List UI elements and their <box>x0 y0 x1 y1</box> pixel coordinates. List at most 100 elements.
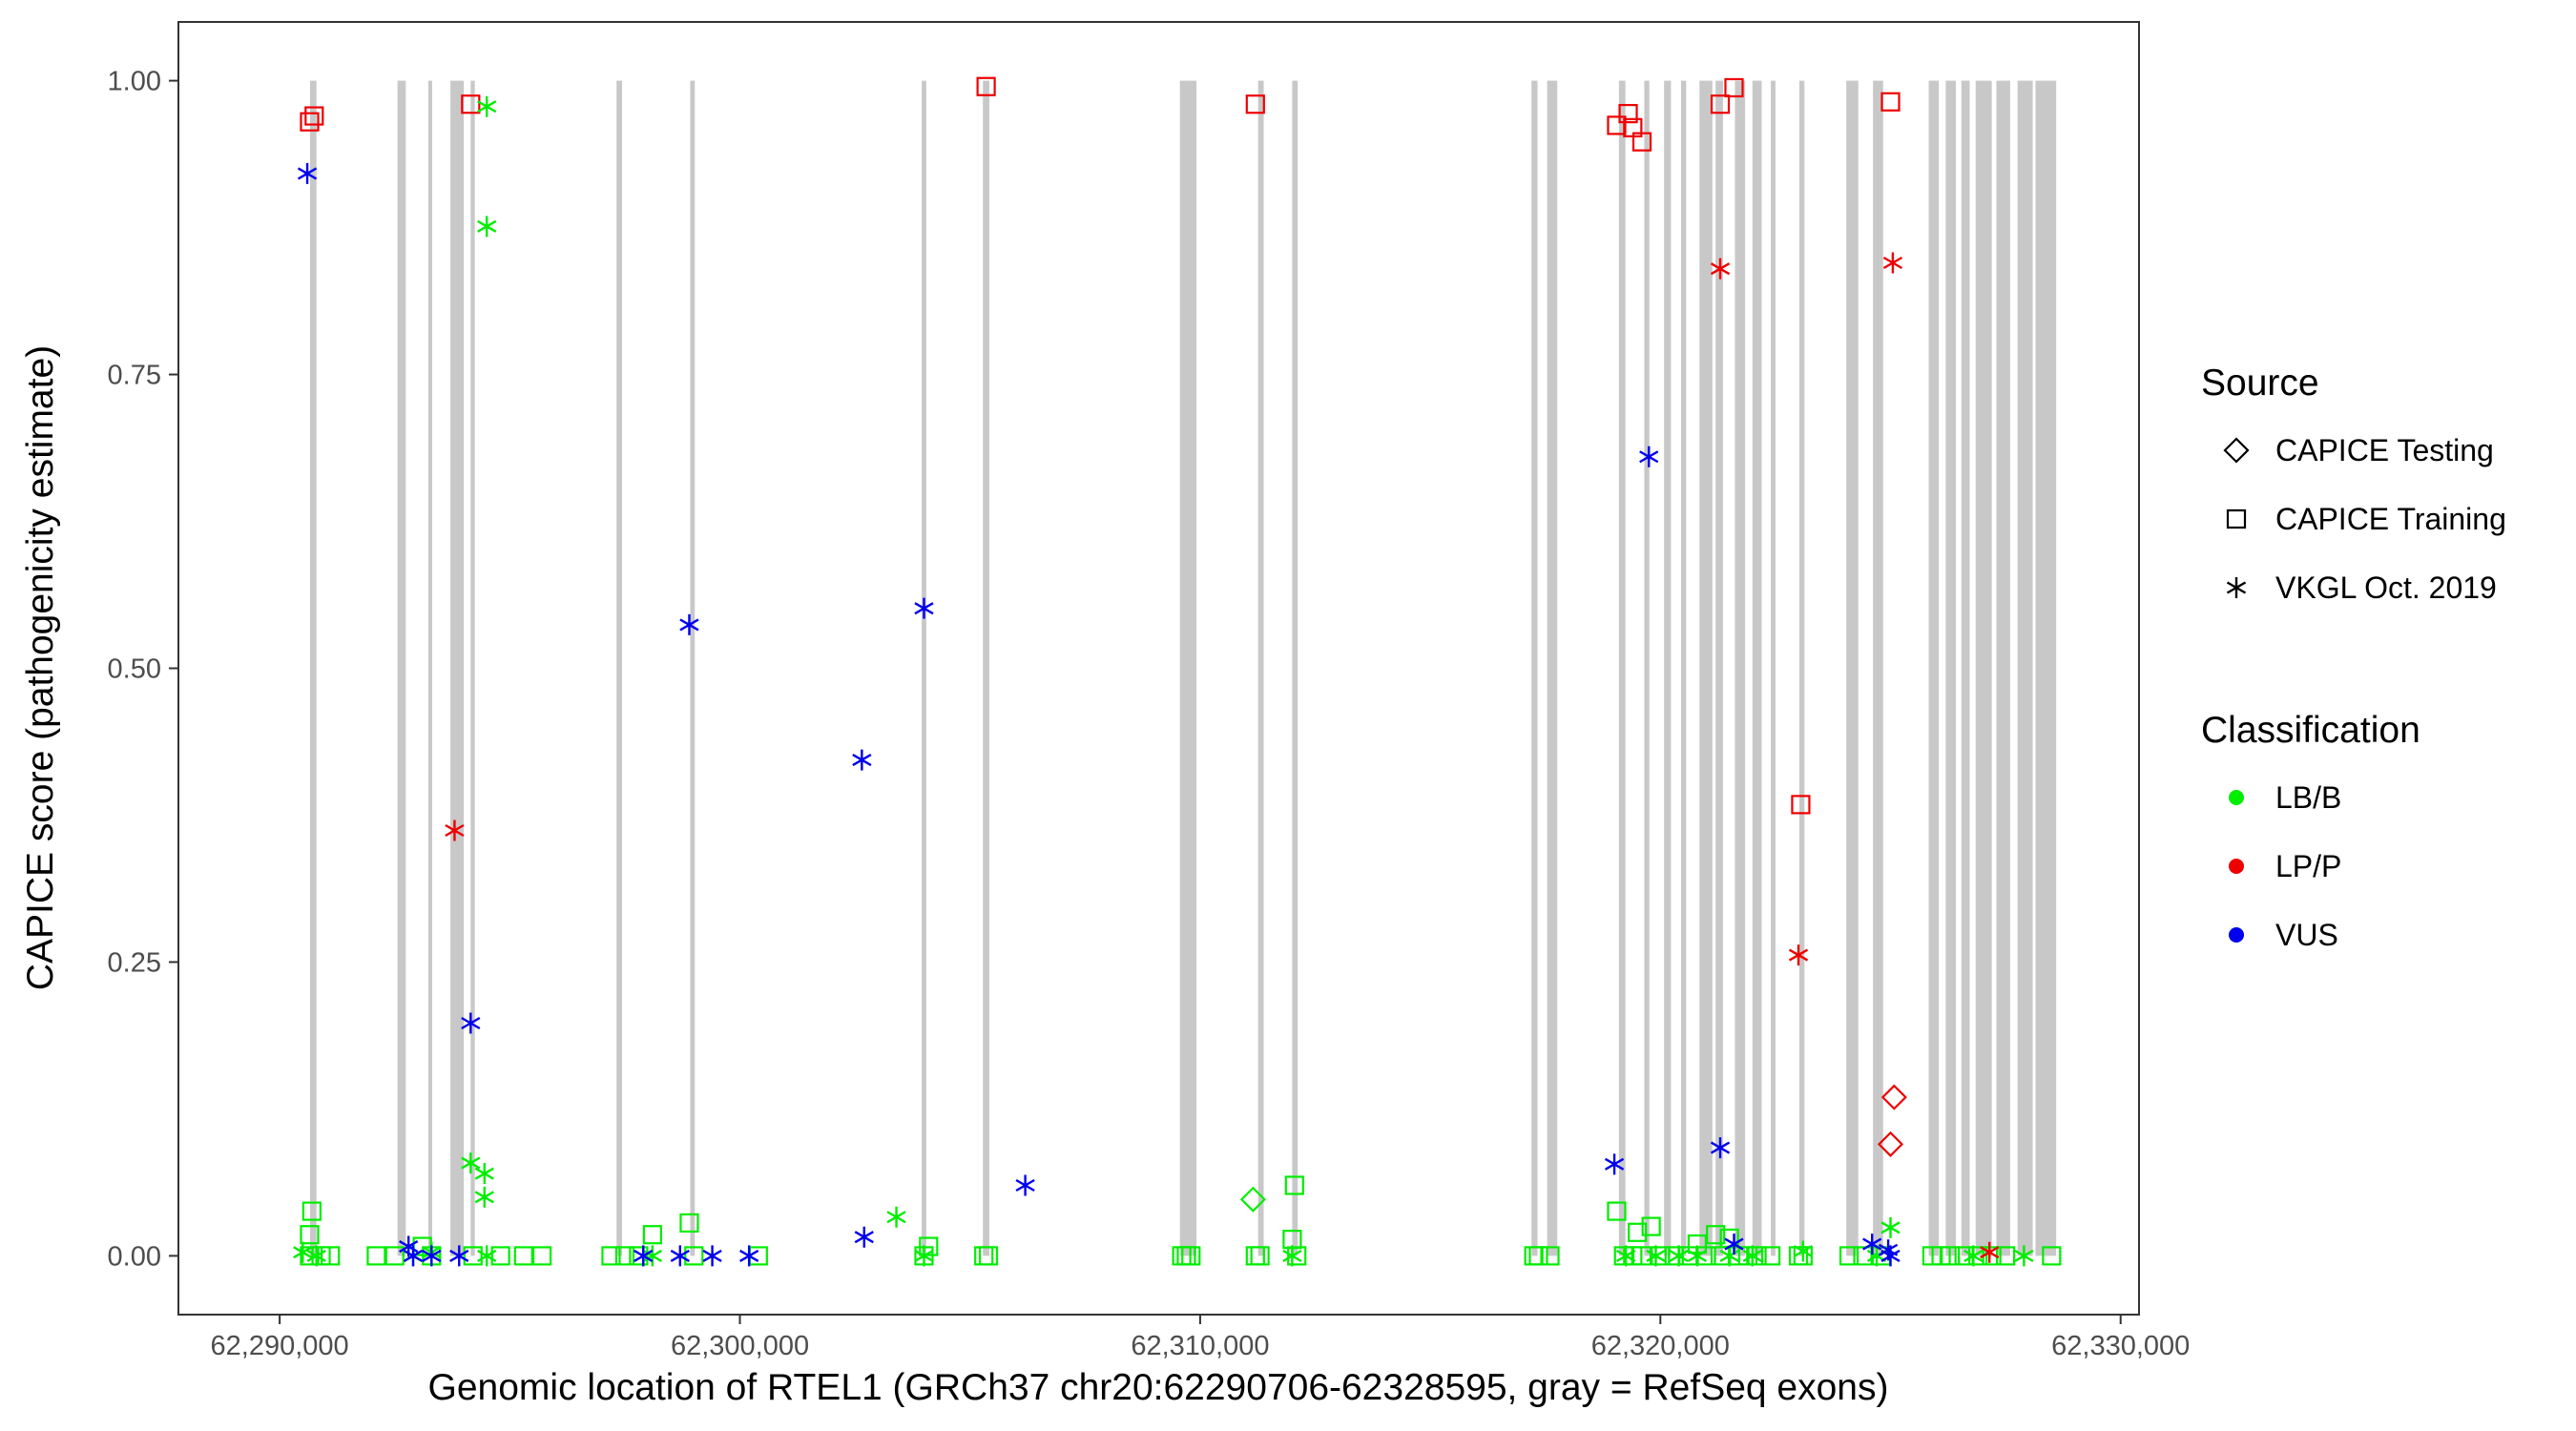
data-point <box>1793 1240 1813 1262</box>
y-tick-label: 0.75 <box>108 361 161 391</box>
exon-band <box>427 80 432 1256</box>
data-point <box>1706 1225 1726 1245</box>
data-point <box>919 1236 939 1256</box>
legend-label-source: CAPICE Testing <box>2275 433 2494 467</box>
data-point <box>1791 795 1811 815</box>
exon-band <box>1531 80 1538 1256</box>
data-point <box>1287 1246 1307 1266</box>
data-point <box>634 1245 654 1267</box>
legend-label-source: CAPICE Training <box>2275 502 2506 536</box>
exon-band <box>1798 80 1805 1256</box>
legend: Source Classification CAPICE Testing CAPI… <box>2201 363 2506 952</box>
legend-key-asterisk <box>2226 577 2247 598</box>
exon-band <box>2017 80 2033 1256</box>
data-point <box>461 1012 481 1034</box>
data-point <box>2014 1245 2034 1267</box>
data-point <box>1724 77 1744 98</box>
data-point <box>321 1246 341 1266</box>
data-point <box>1710 94 1731 114</box>
data-point <box>1710 1137 1731 1159</box>
data-point <box>445 819 465 841</box>
data-point <box>1880 1084 1907 1110</box>
data-point <box>474 1186 494 1208</box>
data-point <box>300 112 320 132</box>
data-point <box>684 1246 704 1266</box>
data-point <box>914 1245 934 1267</box>
data-point <box>449 1245 469 1267</box>
data-point <box>1747 1246 1767 1266</box>
data-point <box>366 1246 386 1266</box>
data-point <box>601 1246 621 1266</box>
data-point <box>614 1246 635 1266</box>
y-axis: 0.00 0.25 0.50 0.75 1.00 <box>108 67 178 1272</box>
data-point <box>1742 1245 1762 1267</box>
x-tick-label: 62,330,000 <box>2051 1331 2190 1361</box>
data-point <box>854 1226 874 1248</box>
data-point <box>642 1245 662 1267</box>
exon-band <box>1928 80 1940 1256</box>
data-point <box>306 1245 326 1267</box>
exon-band <box>1715 80 1723 1256</box>
data-point <box>297 162 318 184</box>
data-point <box>1639 446 1659 467</box>
data-point <box>914 597 934 619</box>
legend-title-source: Source <box>2201 363 2319 404</box>
exon-band <box>1961 80 1970 1256</box>
exon-band <box>1846 80 1859 1256</box>
data-point <box>422 1245 442 1267</box>
data-point <box>1181 1246 1201 1266</box>
data-point <box>300 1225 320 1245</box>
exon-band <box>1735 80 1746 1256</box>
data-point <box>531 1246 552 1266</box>
data-point <box>1963 1245 1984 1267</box>
data-point <box>1607 1201 1627 1221</box>
data-point <box>1284 1175 1304 1195</box>
data-point <box>1664 1246 1684 1266</box>
exon-band <box>470 80 475 1256</box>
data-point <box>477 1245 497 1267</box>
legend-label-source: VKGL Oct. 2019 <box>2275 570 2497 605</box>
exon-band <box>1681 80 1687 1256</box>
exon-bands <box>309 80 2057 1256</box>
x-tick-label: 62,310,000 <box>1131 1331 1269 1361</box>
data-point <box>1631 132 1652 152</box>
data-point <box>293 1241 313 1263</box>
legend-key-dot <box>2229 790 2244 805</box>
data-point <box>679 1213 699 1234</box>
legend-title-classification: Classification <box>2201 710 2420 751</box>
exon-band <box>1752 80 1762 1256</box>
x-axis-title: Genomic location of RTEL1 (GRCh37 chr20:… <box>428 1367 1889 1408</box>
data-point <box>1880 1216 1901 1238</box>
data-point <box>679 613 699 635</box>
x-axis: 62,290,000 62,300,000 62,310,000 62,320,000… <box>211 1315 2190 1361</box>
data-point <box>1641 1216 1661 1236</box>
data-point <box>513 1246 533 1266</box>
legend-key-dot <box>2229 859 2244 874</box>
data-point <box>1788 944 1809 966</box>
data-point <box>1719 1245 1739 1267</box>
data-point <box>1282 1245 1302 1267</box>
data-point <box>976 76 996 96</box>
legend-key-square <box>2226 508 2247 529</box>
legend-key-dot <box>2229 927 2244 943</box>
data-point <box>1239 1186 1266 1213</box>
data-point <box>670 1245 690 1267</box>
data-point <box>886 1206 906 1228</box>
data-point <box>301 1201 322 1221</box>
data-point <box>461 94 481 114</box>
data-point <box>1941 1246 1961 1266</box>
data-point <box>1015 1174 1035 1196</box>
data-point <box>1631 1246 1652 1266</box>
exon-band <box>1873 80 1883 1256</box>
x-tick-label: 62,290,000 <box>211 1331 349 1361</box>
legend-label-classification: VUS <box>2275 918 2338 952</box>
y-axis-title: CAPICE score (pathogenicity estimate) <box>20 345 61 990</box>
data-point <box>1862 1234 1882 1255</box>
y-tick-label: 0.25 <box>108 947 161 978</box>
data-point <box>463 1246 483 1266</box>
exon-band <box>1257 80 1264 1256</box>
legend-label-classification: LB/B <box>2275 780 2341 815</box>
exon-band <box>1179 80 1197 1256</box>
data-point <box>1882 252 1903 274</box>
